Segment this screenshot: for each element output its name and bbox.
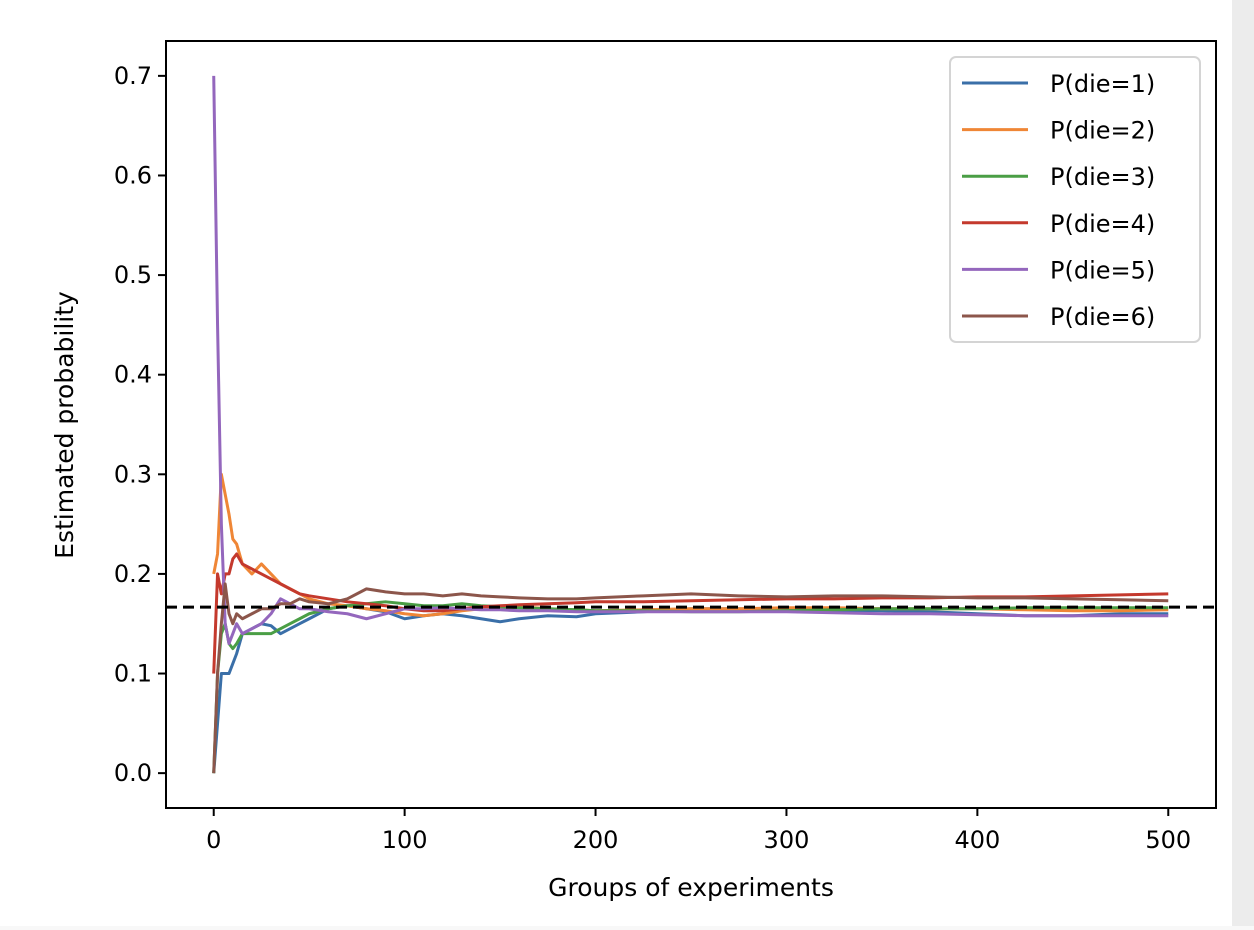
y-tick-label: 0.6 [114, 161, 152, 189]
axes-layer: 0 100 200 300 400 500 0.0 0.1 0.2 0.3 0.4 0.5 0.6 0.7 [114, 40, 1217, 854]
x-tick-label: 400 [954, 826, 1000, 854]
window-edge [1232, 0, 1254, 926]
y-tick-label: 0.7 [114, 62, 152, 90]
legend-label-die-4: P(die=4) [1050, 210, 1155, 238]
legend-label-die-6: P(die=6) [1050, 303, 1155, 331]
y-axis-label: Estimated probability [50, 291, 79, 559]
x-tick-label: 0 [206, 826, 221, 854]
series-line-die-3 [212, 600, 1169, 774]
x-tick-label: 500 [1145, 826, 1191, 854]
legend-label-die-1: P(die=1) [1050, 70, 1155, 98]
series-line-die-6 [212, 582, 1169, 774]
series-line-die-4 [212, 552, 1169, 674]
x-axis-label: Groups of experiments [548, 873, 834, 902]
legend-label-die-5: P(die=5) [1050, 256, 1155, 284]
y-tick-label: 0.3 [114, 460, 152, 488]
y-tick-label: 0.4 [114, 361, 152, 389]
series-line-die-1 [212, 604, 1169, 774]
x-tick-label: 200 [573, 826, 619, 854]
chart-figure: 0 100 200 300 400 500 0.0 0.1 0.2 0.3 0.4 0.5 0.6 0.7… [50, 40, 1217, 902]
series-line-die-5 [212, 75, 1169, 646]
x-tick-label: 100 [382, 826, 428, 854]
y-tick-label: 0.2 [114, 560, 152, 588]
y-tick-label: 0.0 [114, 759, 152, 787]
plot-layer [166, 75, 1216, 774]
series-group [166, 75, 1216, 774]
legend-box [949, 56, 1201, 343]
chart-svg: 0 100 200 300 400 500 0.0 0.1 0.2 0.3 0.4 0.5 0.6 0.7… [50, 40, 1217, 902]
legend-label-die-3: P(die=3) [1050, 163, 1155, 191]
y-tick-label: 0.5 [114, 261, 152, 289]
legend-label-die-2: P(die=2) [1050, 117, 1155, 145]
axes-frame [165, 40, 1217, 809]
legend: P(die=1) P(die=2) P(die=3) P(die=4) P(die=5)… [949, 56, 1201, 343]
x-tick-label: 300 [764, 826, 810, 854]
y-tick-label: 0.1 [114, 660, 152, 688]
